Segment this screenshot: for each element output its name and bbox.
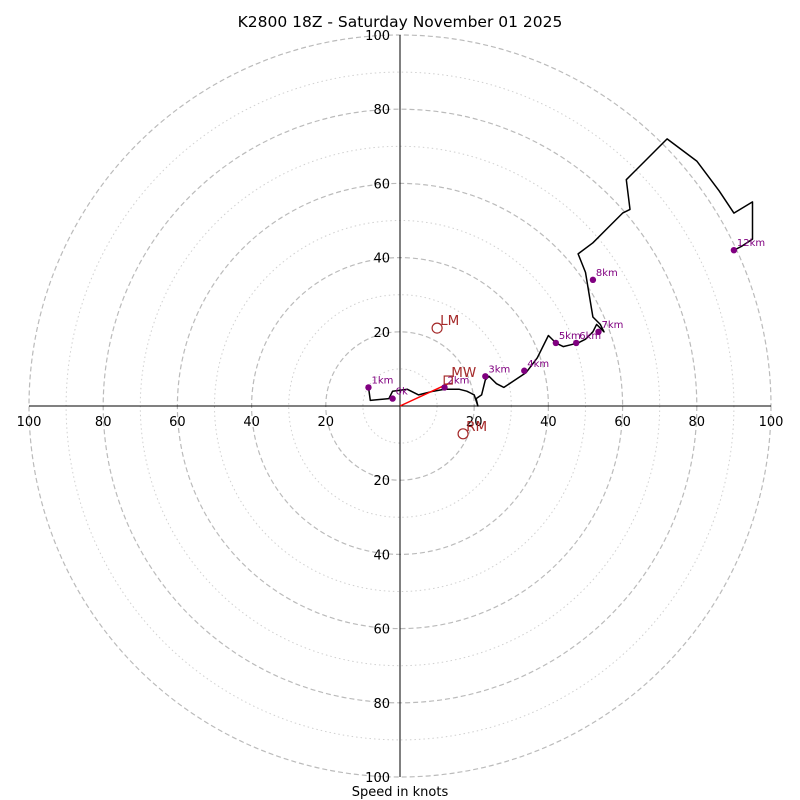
height-marker-dot (589, 276, 597, 284)
height-marker-label: 0k (396, 387, 408, 398)
height-marker-dot (389, 395, 396, 402)
storm-motion-marker-mw (443, 375, 453, 385)
hodograph-line (367, 138, 754, 407)
height-marker-dot (552, 339, 560, 347)
tick-label-x-right: 40 (540, 415, 557, 430)
chart-title: K2800 18Z - Saturday November 01 2025 (238, 13, 563, 31)
tick-label-x-right: 60 (614, 415, 631, 430)
height-marker-dot (482, 373, 489, 380)
height-marker-label: 6km (579, 331, 601, 342)
series-layer (367, 138, 754, 407)
height-marker-dot (365, 384, 372, 391)
tick-label-x-left: 60 (169, 415, 186, 430)
tick-label-y-top: 40 (373, 252, 390, 267)
tick-label-x-left: 20 (318, 415, 335, 430)
height-marker-label: 3km (488, 364, 510, 375)
tick-labels: 100 80 60 40 20 20 40 60 80 100 20 40 60 80 100 20 40 60 8… (17, 29, 784, 786)
tick-label-y-top: 100 (365, 29, 390, 44)
height-marker-label: 5km (559, 331, 581, 342)
storm-motion-label-rm: RM (466, 419, 487, 435)
tick-label-y-bottom: 20 (373, 474, 390, 489)
storm-motion-marker-rm (457, 428, 469, 440)
x-axis-label: Speed in knots (352, 785, 449, 800)
height-marker-label: 2km (448, 375, 470, 386)
height-marker-label: 1km (371, 375, 393, 386)
mean-wind-vector (399, 383, 449, 407)
height-marker-dot (595, 328, 602, 335)
height-marker-dot (441, 384, 448, 391)
height-marker-label: 4km (527, 359, 549, 370)
tick-label-y-bottom: 40 (373, 548, 390, 563)
tick-label-y-bottom: 80 (373, 697, 390, 712)
tick-label-y-top: 20 (373, 326, 390, 341)
storm-motion-marker-lm (431, 322, 443, 334)
height-marker-label: 7km (601, 320, 623, 331)
tick-label-x-right: 80 (689, 415, 706, 430)
storm-motion-label-mw: MW (451, 365, 476, 381)
tick-label-x-right: 100 (759, 415, 784, 430)
tick-label-y-bottom: 60 (373, 623, 390, 638)
tick-label-x-left: 40 (243, 415, 260, 430)
storm-motion-label-lm: LM (440, 313, 459, 329)
height-marker-label: 8km (596, 268, 618, 279)
tick-label-y-top: 80 (373, 103, 390, 118)
tick-label-x-right: 20 (466, 415, 483, 430)
height-marker-dot (730, 246, 738, 254)
height-marker-dot (573, 339, 580, 347)
tick-label-x-left: 80 (95, 415, 112, 430)
tick-label-y-top: 60 (373, 177, 390, 192)
tick-label-y-bottom: 100 (365, 771, 390, 786)
height-marker-label: 12km (737, 238, 765, 249)
tick-label-x-left: 100 (17, 415, 42, 430)
height-marker-dot (521, 367, 528, 374)
